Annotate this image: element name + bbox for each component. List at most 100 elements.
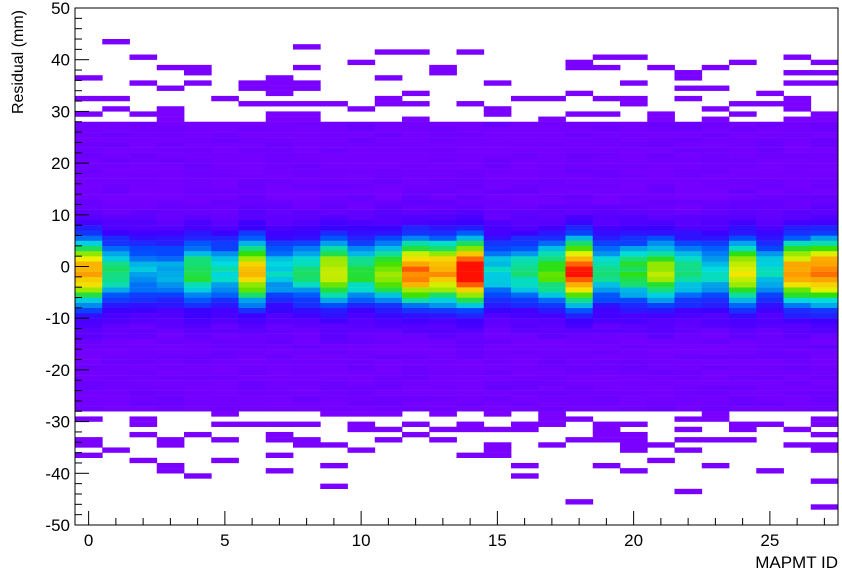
heatmap-cell [429,261,457,267]
heatmap-cell [620,442,648,448]
heatmap-cell [729,178,757,184]
heatmap-cell [129,142,158,148]
heatmap-cell [511,163,539,169]
heatmap-cell [75,214,103,221]
heatmap-cell [238,261,267,267]
heatmap-cell [320,152,348,159]
heatmap-cell [674,328,703,334]
heatmap-cell [756,385,784,391]
heatmap-cell [810,287,839,293]
heatmap-cell [729,369,757,376]
heatmap-cell [265,400,294,407]
heatmap-cell [592,219,621,226]
heatmap-cell [756,137,784,143]
heatmap-cell [783,183,812,190]
heatmap-cell [429,121,457,128]
heatmap-cell [184,307,212,314]
heatmap-cell [674,302,703,309]
heatmap-cell [184,406,212,412]
heatmap-cell [483,318,512,324]
heatmap-cell [674,173,703,179]
heatmap-cell [211,400,239,407]
heatmap-cell [592,437,621,443]
heatmap-cell [674,245,703,252]
heatmap-cell [184,282,212,288]
heatmap-cell [402,256,430,262]
heatmap-cell [75,188,103,195]
heatmap-cell [156,468,185,474]
heatmap-cell [129,199,158,205]
heatmap-cell [647,157,675,164]
heatmap-cell [265,178,294,184]
heatmap-cell [647,375,675,381]
heatmap-cell [701,121,730,128]
heatmap-cell [810,364,839,371]
heatmap-cell [320,183,348,190]
heatmap-cell [511,245,539,252]
heatmap-cell [701,462,730,469]
heatmap-cell [211,338,239,345]
heatmap-cell [538,137,566,143]
heatmap-cell [75,359,103,365]
heatmap-cell [647,333,675,340]
heatmap-cell [102,323,130,329]
heatmap-cell [156,225,185,231]
heatmap-cell [374,313,403,319]
heatmap-cell [729,271,757,278]
heatmap-cell [701,209,730,215]
heatmap-cell [701,85,730,91]
heatmap-cell [156,400,185,407]
heatmap-cell [129,250,158,257]
heatmap-cell [238,375,267,381]
heatmap-cell [674,225,703,231]
heatmap-cell [156,354,185,360]
heatmap-cell [129,152,158,159]
heatmap-cell [75,235,103,241]
heatmap-cell [102,364,130,371]
heatmap-cell [156,178,185,184]
heatmap-cell [620,333,648,340]
heatmap-cell [701,271,730,278]
heatmap-cell [729,318,757,324]
heatmap-cell [483,390,512,396]
heatmap-cell [810,116,839,122]
heatmap-cell [538,318,566,324]
heatmap-cell [402,204,430,210]
heatmap-cell [456,214,485,221]
heatmap-cell [75,364,103,371]
heatmap-cell [374,256,403,262]
heatmap-cell [75,349,103,355]
heatmap-cell [211,323,239,329]
heatmap-cell [211,245,239,252]
heatmap-cell [402,230,430,236]
heatmap-cell [729,328,757,334]
heatmap-cell [647,406,675,412]
heatmap-cell [184,400,212,407]
heatmap-cell [320,307,348,314]
y-tick-label: -30 [45,413,70,432]
heatmap-cell [674,256,703,262]
heatmap-cell [701,240,730,247]
heatmap-cell [592,204,621,210]
heatmap-cell [184,194,212,200]
heatmap-cell [184,163,212,169]
heatmap-cell [102,354,130,360]
heatmap-cell [456,168,485,174]
heatmap-cell [211,157,239,164]
heatmap-cell [592,364,621,371]
heatmap-cell [783,380,812,386]
heatmap-cell [293,235,321,241]
heatmap-cell [756,282,784,288]
heatmap-cell [102,178,130,184]
heatmap-cell [756,318,784,324]
heatmap-cell [783,426,812,433]
heatmap-cell [729,385,757,391]
heatmap-cell [429,64,457,71]
heatmap-cell [810,219,839,226]
heatmap-cell [620,276,648,283]
heatmap-cell [211,256,239,262]
heatmap-cell [674,70,703,76]
heatmap-cell [701,338,730,345]
heatmap-cell [211,437,239,443]
heatmap-cell [374,121,403,128]
